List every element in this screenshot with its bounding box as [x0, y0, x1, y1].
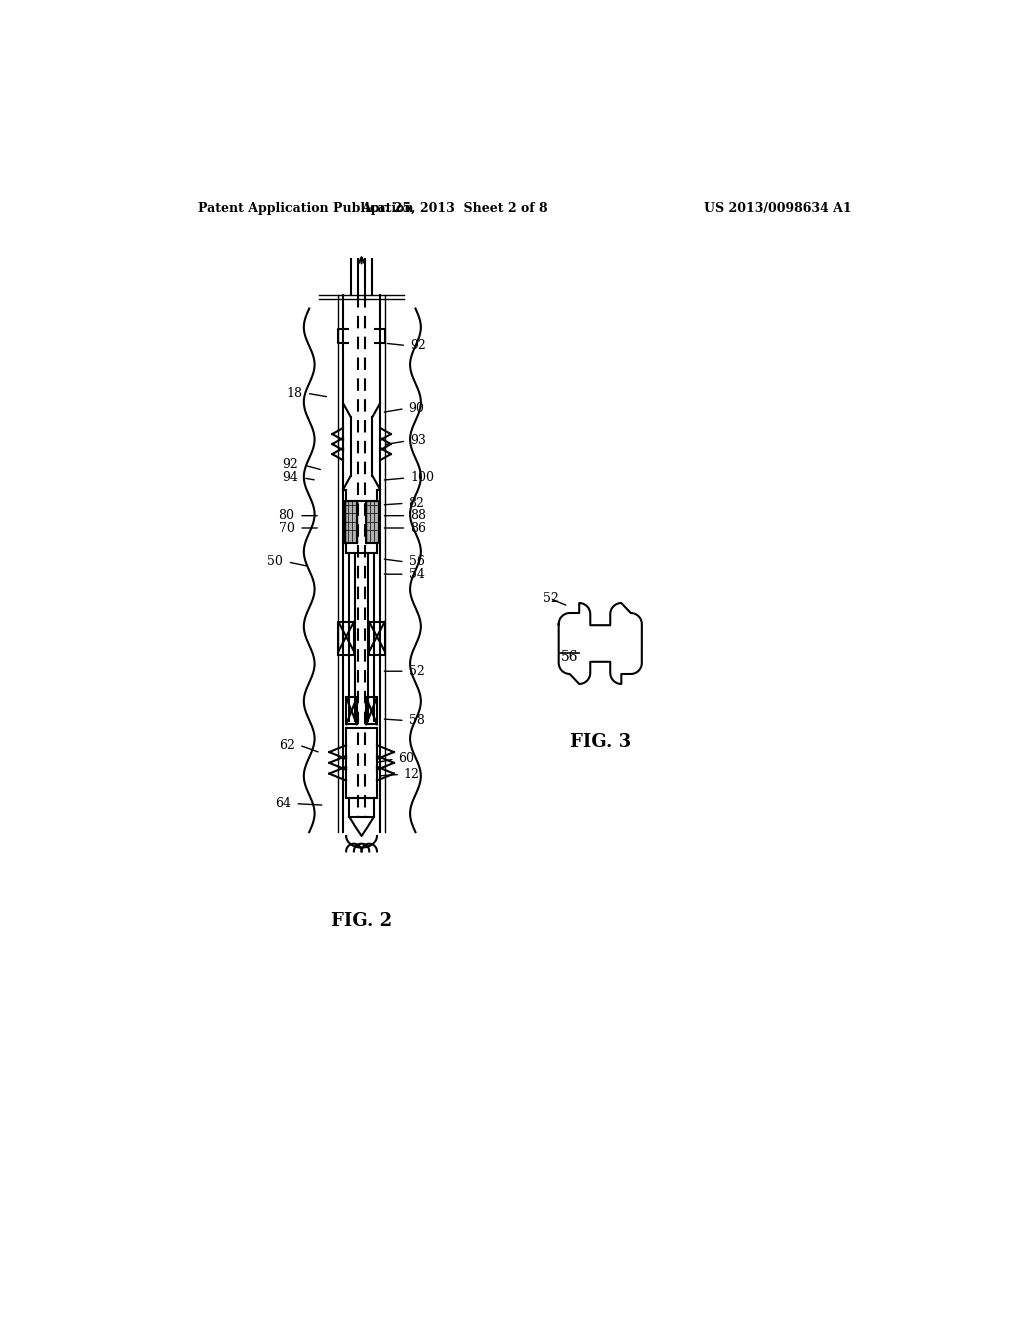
Text: 70: 70 — [279, 521, 295, 535]
Text: 58: 58 — [409, 714, 424, 727]
Text: 56: 56 — [409, 556, 424, 569]
Bar — [349, 797, 374, 817]
Text: FIG. 2: FIG. 2 — [331, 912, 392, 929]
Text: 100: 100 — [410, 471, 434, 484]
Text: 92: 92 — [410, 339, 426, 352]
Text: 52: 52 — [409, 665, 424, 677]
Text: 50: 50 — [267, 556, 283, 569]
Text: 92: 92 — [283, 458, 298, 471]
Text: 60: 60 — [398, 752, 415, 766]
Bar — [345, 502, 357, 544]
Text: 90: 90 — [409, 403, 424, 416]
Text: 94: 94 — [283, 471, 298, 484]
Text: 80: 80 — [279, 510, 295, 523]
Text: 62: 62 — [279, 739, 295, 751]
Text: 93: 93 — [410, 434, 426, 447]
Text: 56: 56 — [561, 651, 579, 664]
Text: 88: 88 — [410, 510, 426, 523]
Bar — [370, 622, 385, 655]
Text: 18: 18 — [287, 387, 302, 400]
Bar — [367, 697, 377, 725]
Text: 82: 82 — [409, 496, 424, 510]
Bar — [346, 697, 357, 725]
Text: 12: 12 — [403, 768, 420, 781]
Text: Patent Application Publication: Patent Application Publication — [199, 202, 414, 215]
Text: 86: 86 — [410, 521, 426, 535]
Bar — [367, 502, 379, 544]
Text: 64: 64 — [274, 797, 291, 810]
Text: 54: 54 — [409, 568, 424, 581]
Text: US 2013/0098634 A1: US 2013/0098634 A1 — [705, 202, 852, 215]
Text: FIG. 3: FIG. 3 — [569, 733, 631, 751]
Text: Apr. 25, 2013  Sheet 2 of 8: Apr. 25, 2013 Sheet 2 of 8 — [360, 202, 547, 215]
Text: 52: 52 — [543, 593, 558, 606]
Bar — [339, 622, 354, 655]
